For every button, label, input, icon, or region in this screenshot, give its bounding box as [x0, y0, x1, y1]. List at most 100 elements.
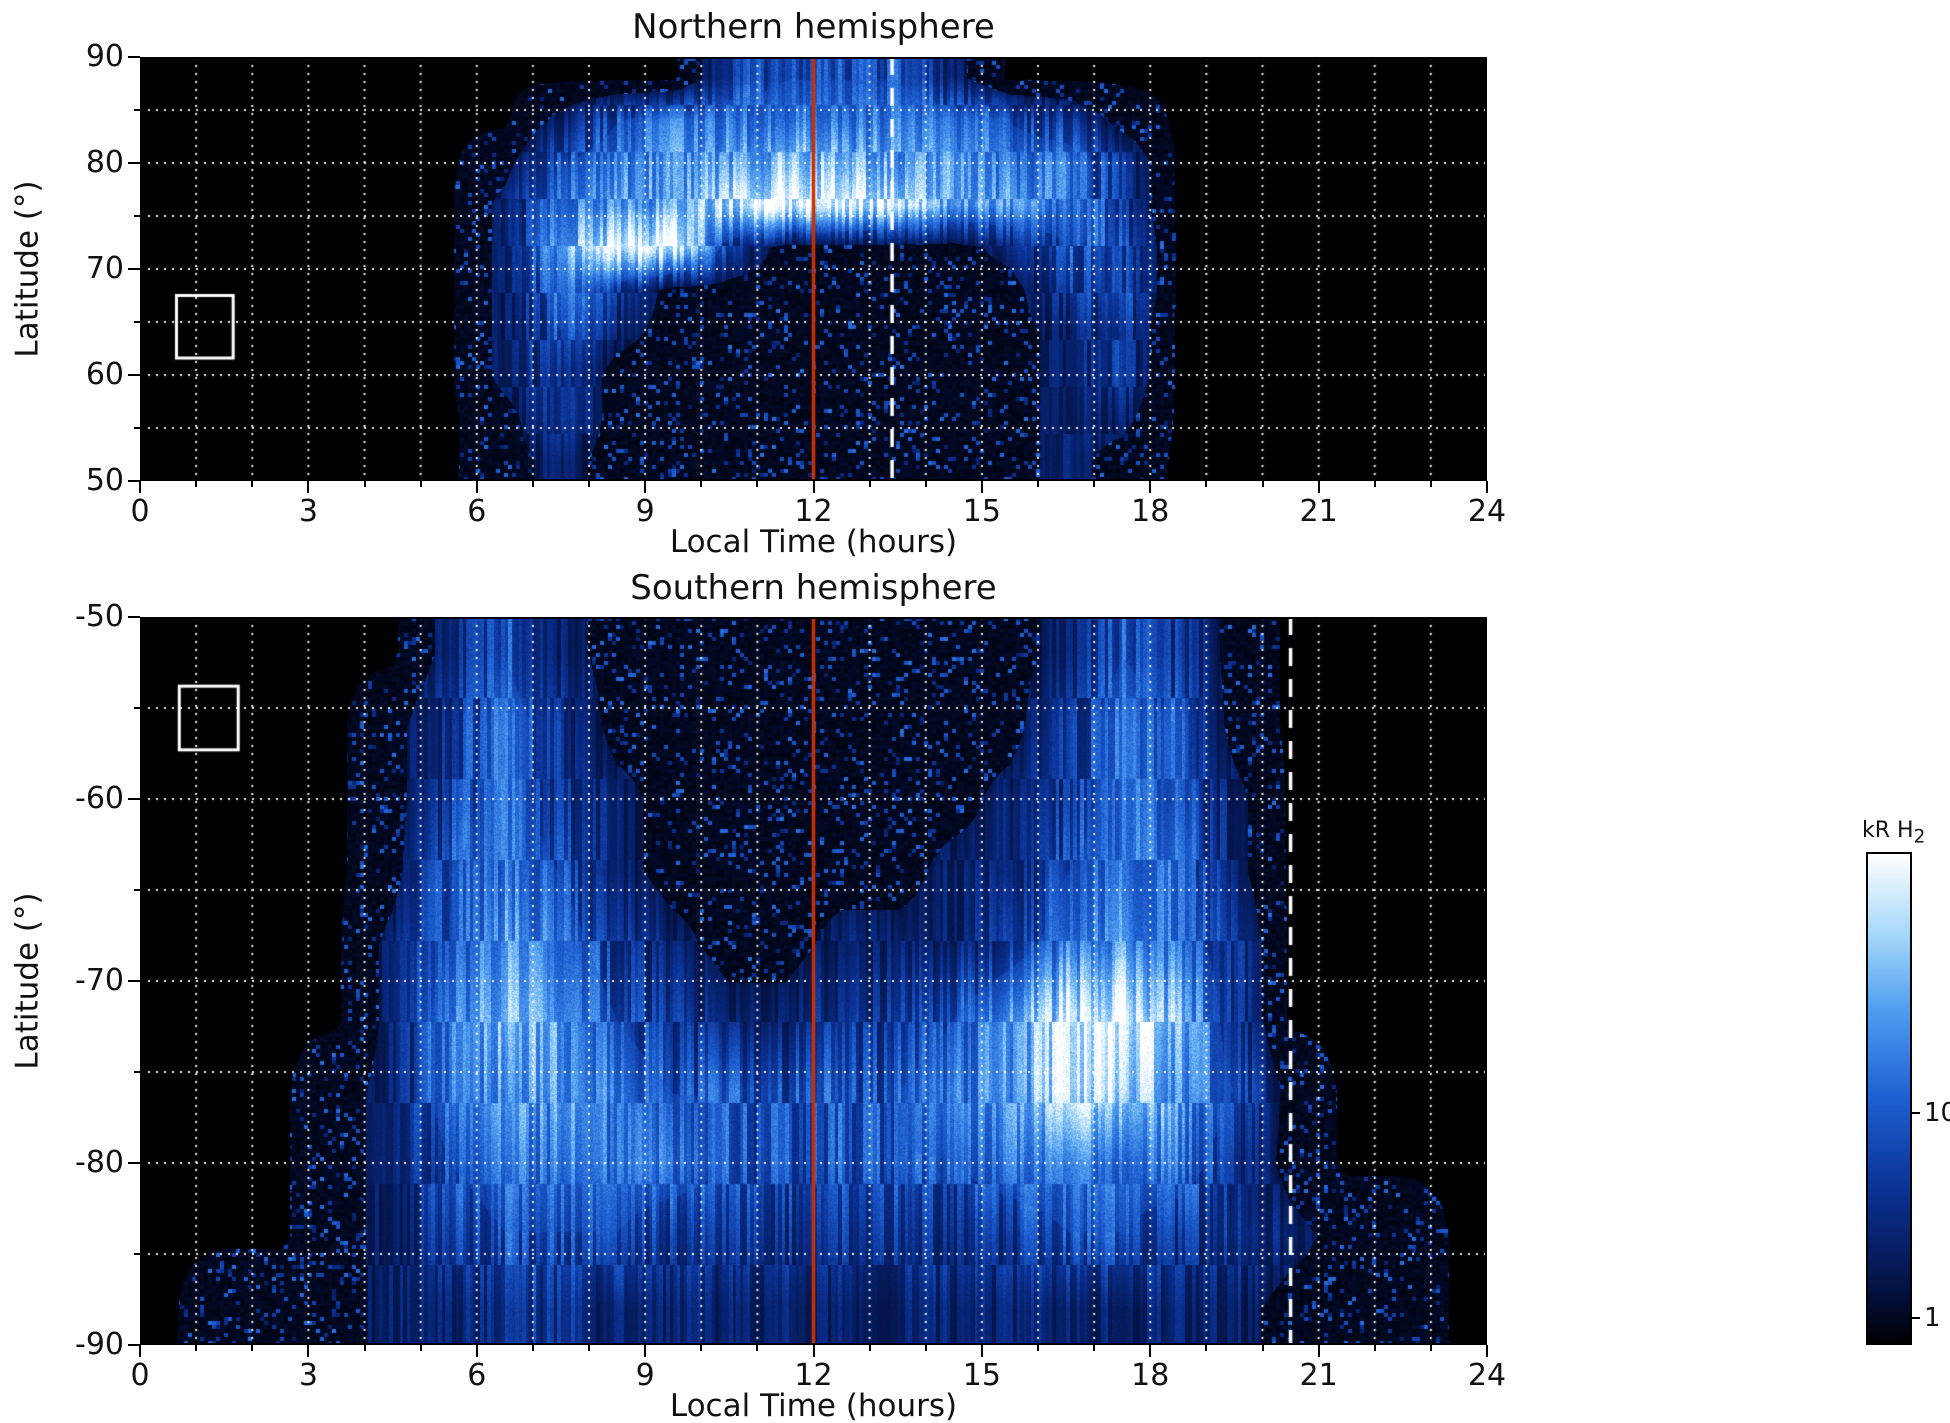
y-minor-tick: [134, 1253, 140, 1255]
x-tick-label: 21: [1299, 494, 1338, 529]
y-tick-label: -80: [75, 1145, 124, 1180]
colorbar-tick: [1912, 1316, 1920, 1319]
north-heatmap-canvas: [140, 57, 1487, 481]
y-major-tick: [128, 374, 140, 376]
y-minor-tick: [134, 427, 140, 429]
x-tick-label: 3: [298, 1358, 318, 1393]
x-major-tick: [644, 1345, 647, 1357]
colorbar-gradient: [1866, 852, 1912, 1345]
x-minor-tick: [1261, 481, 1264, 487]
colorbar-tick: [1912, 1112, 1920, 1115]
x-major-tick: [812, 1345, 815, 1357]
x-tick-label: 21: [1299, 1358, 1338, 1393]
x-tick-label: 9: [635, 494, 655, 529]
x-major-tick: [980, 481, 983, 493]
y-tick-label: -90: [75, 1327, 124, 1362]
south-xaxis-label: Local Time (hours): [669, 1388, 958, 1423]
south-panel: Southern hemisphere Local Time (hours) L…: [10, 571, 1507, 1422]
colorbar-tick-label: 10: [1924, 1098, 1950, 1129]
x-minor-tick: [1093, 1345, 1096, 1351]
x-minor-tick: [924, 481, 927, 487]
colorbar-label-text: kR H: [1862, 818, 1914, 843]
south-panel-title: Southern hemisphere: [630, 568, 997, 608]
y-major-tick: [128, 798, 140, 800]
x-minor-tick: [251, 1345, 254, 1351]
y-minor-tick: [134, 889, 140, 891]
x-tick-label: 18: [1131, 494, 1170, 529]
y-minor-tick: [134, 321, 140, 323]
x-tick-label: 18: [1131, 1358, 1170, 1393]
north-xaxis-label: Local Time (hours): [669, 524, 958, 560]
x-tick-label: 9: [635, 1358, 655, 1393]
x-tick-label: 15: [962, 1358, 1001, 1393]
x-minor-tick: [1373, 1345, 1376, 1351]
x-minor-tick: [531, 481, 534, 487]
x-tick-label: 3: [298, 494, 318, 529]
x-minor-tick: [419, 1345, 422, 1351]
x-minor-tick: [531, 1345, 534, 1351]
y-minor-tick: [134, 1071, 140, 1073]
x-major-tick: [1149, 481, 1152, 493]
colorbar: kR H2 10 1: [1862, 820, 1950, 1345]
x-minor-tick: [1037, 481, 1039, 487]
x-tick-label: 6: [467, 494, 487, 529]
x-minor-tick: [756, 1345, 759, 1351]
x-major-tick: [475, 481, 478, 493]
x-major-tick: [1149, 1345, 1152, 1357]
x-minor-tick: [868, 481, 871, 487]
y-tick-label: -60: [75, 781, 124, 816]
x-minor-tick: [1429, 1345, 1432, 1351]
north-panel: Northern hemisphere Local Time (hours) L…: [10, 10, 1507, 558]
x-minor-tick: [251, 481, 254, 487]
y-tick-label: -70: [75, 963, 124, 998]
colorbar-label-sub: 2: [1913, 826, 1926, 848]
x-tick-label: 15: [962, 494, 1001, 529]
x-minor-tick: [1261, 1345, 1264, 1351]
x-minor-tick: [195, 481, 198, 487]
north-panel-title: Northern hemisphere: [632, 7, 995, 47]
x-minor-tick: [1037, 1345, 1039, 1351]
x-minor-tick: [868, 1345, 871, 1351]
x-tick-label: 24: [1467, 1358, 1507, 1393]
y-tick-label: 60: [85, 357, 124, 392]
y-major-tick: [128, 162, 140, 164]
y-major-tick: [128, 268, 140, 270]
x-minor-tick: [1093, 481, 1096, 487]
y-major-tick: [128, 980, 140, 982]
x-minor-tick: [195, 1345, 198, 1351]
x-tick-label: 24: [1467, 494, 1507, 529]
x-major-tick: [475, 1345, 478, 1357]
x-major-tick: [980, 1345, 983, 1357]
x-minor-tick: [1373, 481, 1376, 487]
y-major-tick: [128, 1162, 140, 1164]
x-major-tick: [644, 481, 647, 493]
x-minor-tick: [363, 481, 366, 487]
x-major-tick: [1317, 481, 1320, 493]
x-minor-tick: [1205, 1345, 1208, 1351]
x-major-tick: [307, 481, 310, 493]
x-major-tick: [139, 1345, 141, 1357]
x-minor-tick: [1429, 481, 1432, 487]
y-major-tick: [128, 56, 140, 58]
y-tick-label: 50: [85, 463, 124, 498]
x-tick-label: 12: [794, 494, 833, 529]
x-tick-label: 12: [794, 1358, 833, 1393]
x-tick-label: 0: [130, 1358, 150, 1393]
x-minor-tick: [588, 1345, 590, 1351]
x-minor-tick: [700, 481, 703, 487]
x-major-tick: [139, 481, 141, 493]
x-tick-label: 6: [467, 1358, 487, 1393]
y-tick-label: 70: [85, 251, 124, 286]
x-minor-tick: [419, 481, 422, 487]
colorbar-tick-label: 1: [1924, 1302, 1941, 1333]
x-major-tick: [1317, 1345, 1320, 1357]
x-major-tick: [1486, 481, 1488, 493]
y-major-tick: [128, 480, 140, 482]
north-yaxis-label: Latitude (°): [9, 180, 46, 358]
x-major-tick: [812, 481, 815, 493]
y-minor-tick: [134, 215, 140, 217]
y-major-tick: [128, 1344, 140, 1346]
x-major-tick: [1486, 1345, 1488, 1357]
y-major-tick: [128, 616, 140, 618]
